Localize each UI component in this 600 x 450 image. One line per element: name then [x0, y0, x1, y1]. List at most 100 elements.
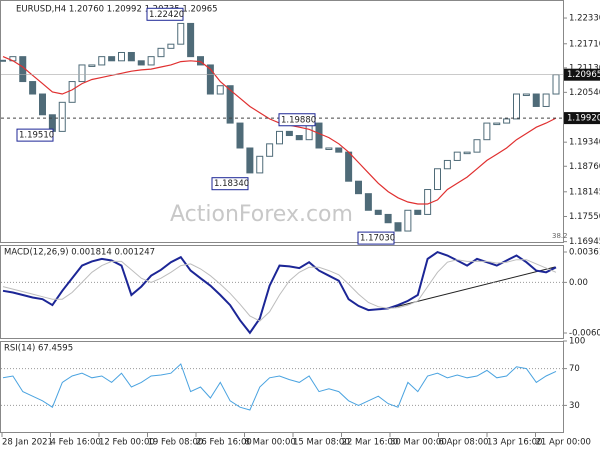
candle — [315, 122, 323, 149]
candle — [98, 56, 106, 66]
macd-title: MACD(12,26,9) 0.001814 0.001247 — [4, 248, 155, 258]
annotation-box — [16, 128, 54, 142]
x-tick-label: 26 Feb 16:00 — [196, 438, 252, 448]
candle — [335, 147, 343, 153]
candle — [404, 209, 412, 232]
rsi-title: RSI(14) 67.4595 — [4, 344, 73, 354]
annotation-label: 1.22420 — [149, 10, 184, 20]
candle — [374, 209, 382, 215]
candle — [532, 93, 540, 107]
price-title: EURUSD,H4 1.20760 1.20992 1.20735 1.2096… — [16, 5, 218, 15]
annotation-box — [357, 231, 395, 245]
candle — [493, 122, 501, 126]
y-tick-label: 1.21130 — [569, 63, 600, 73]
x-tick-label: 15 Mar 08:00 — [293, 438, 350, 448]
candle — [276, 130, 283, 145]
candle — [206, 64, 214, 95]
candle — [246, 147, 254, 174]
y-tick-label: 1.19340 — [569, 138, 600, 148]
y-tick-label: 1.17550 — [569, 212, 600, 222]
candle — [453, 151, 461, 161]
candle — [187, 22, 195, 58]
x-tick-label: 13 Apr 16:00 — [487, 438, 542, 448]
x-tick-label: 8 Mar 00:00 — [245, 438, 296, 448]
candle — [285, 130, 293, 137]
candle — [325, 147, 333, 150]
y-tick-label: 1.16945 — [569, 237, 600, 247]
x-tick-label: 12 Feb 00:00 — [99, 438, 155, 448]
y-tick-label: 1.22330 — [569, 14, 600, 24]
candle — [542, 93, 550, 107]
watermark: ActionForex.com — [170, 202, 353, 227]
x-tick-label: 4 Feb 16:00 — [51, 438, 101, 448]
price-box — [564, 68, 600, 81]
price-box — [564, 112, 600, 125]
candle — [463, 151, 471, 155]
candle — [177, 22, 185, 45]
x-tick-label: 19 Feb 08:00 — [148, 438, 204, 448]
rsi-panel — [0, 341, 564, 433]
y-tick-label: 30 — [569, 401, 580, 411]
x-tick-label: 6 Apr 08:00 — [439, 438, 489, 448]
candle — [552, 74, 560, 95]
candle — [414, 209, 422, 215]
x-tick-label: 22 Mar 16:00 — [342, 438, 399, 448]
fib-label: 38.2 — [552, 232, 568, 240]
candle — [355, 180, 362, 195]
price-box-label: 1.20965 — [567, 70, 600, 80]
annotation-box — [278, 113, 316, 127]
series-line — [2, 363, 557, 411]
price-box-label: 1.19920 — [567, 114, 600, 124]
candle — [58, 101, 66, 132]
annotation-box — [146, 7, 184, 21]
x-tick-label: 30 Mar 00:00 — [390, 438, 447, 448]
candle — [118, 51, 125, 62]
y-tick-label: 70 — [569, 364, 580, 374]
candle — [108, 56, 116, 62]
series-line — [2, 250, 557, 335]
candle — [503, 118, 511, 124]
candle — [434, 168, 441, 191]
annotation-label: 1.18340 — [214, 179, 249, 189]
candle — [345, 151, 353, 182]
trend-line — [394, 266, 556, 308]
candle — [424, 189, 432, 215]
series-line — [2, 259, 557, 322]
y-tick-label: 0.00 — [569, 278, 588, 288]
candle — [513, 93, 520, 120]
x-tick-label: 28 Jan 2021 — [2, 438, 53, 448]
annotation-label: 1.19880 — [281, 115, 316, 125]
y-tick-label: 1.18145 — [569, 187, 600, 197]
candle — [127, 51, 135, 62]
y-tick-label: 100 — [569, 337, 585, 347]
candle — [216, 85, 224, 95]
x-tick-label: 21 Apr 00:00 — [536, 438, 591, 448]
annotation-box — [211, 177, 249, 191]
y-tick-label: 1.21710 — [569, 39, 600, 49]
candle — [29, 81, 37, 95]
candle — [167, 43, 175, 49]
candle — [522, 93, 530, 97]
candle — [226, 85, 234, 124]
candle — [236, 122, 244, 149]
candle — [266, 143, 274, 157]
candle — [78, 64, 86, 83]
macd-panel — [0, 245, 564, 339]
candle — [473, 139, 481, 153]
candle — [147, 56, 155, 66]
candle — [68, 81, 76, 103]
candle — [364, 193, 372, 211]
y-tick-label: -0.006026 — [569, 329, 600, 339]
candle — [443, 159, 451, 170]
price-panel — [0, 0, 564, 243]
candle — [483, 122, 491, 141]
annotation-label: 1.19510 — [19, 131, 54, 141]
candle — [88, 64, 96, 67]
y-tick-label: 1.18760 — [569, 162, 600, 172]
candle — [39, 93, 46, 116]
candle — [295, 135, 303, 141]
y-tick-label: 1.20540 — [569, 88, 600, 98]
candle — [256, 155, 264, 174]
candle — [384, 213, 392, 224]
